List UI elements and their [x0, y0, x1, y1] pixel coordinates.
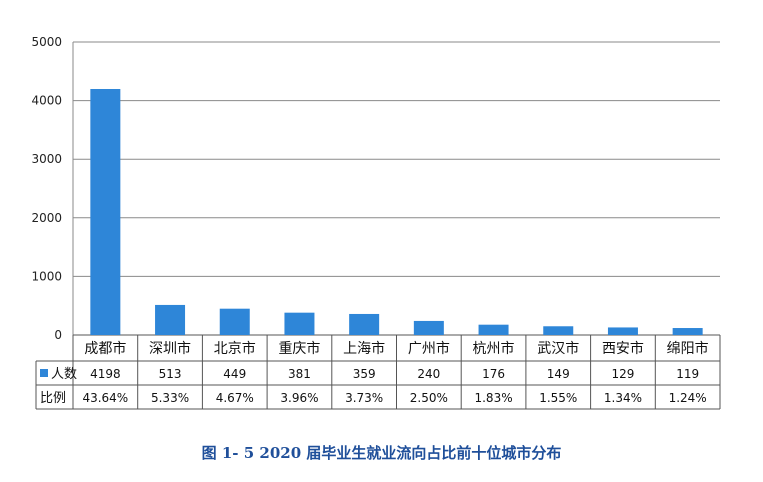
x-tick-label: 西安市	[602, 340, 644, 357]
table-row-label: 人数	[51, 367, 77, 382]
data-label: 129	[611, 367, 634, 381]
data-label: 1.55%	[539, 391, 577, 405]
bar	[478, 324, 509, 335]
bar	[349, 313, 380, 335]
x-tick-label: 上海市	[343, 340, 385, 357]
data-label: 381	[288, 367, 311, 381]
chart-svg: 0 1000 2000 3000 4000 5000 成都市 深圳市 北京市 重庆市 上海市 广州市 杭…	[31, 35, 721, 410]
y-tick-label: 0	[54, 328, 62, 342]
data-label: 3.96%	[280, 391, 318, 405]
data-label: 176	[482, 367, 505, 381]
data-label: 149	[547, 367, 570, 381]
data-label: 119	[676, 367, 699, 381]
bar	[219, 308, 250, 335]
x-tick-label: 北京市	[214, 340, 256, 357]
y-tick-label: 4000	[31, 94, 62, 108]
x-tick-label: 成都市	[84, 340, 126, 357]
y-tick-label: 5000	[31, 35, 62, 49]
bar	[413, 320, 444, 335]
data-label: 449	[223, 367, 246, 381]
data-label: 3.73%	[345, 391, 383, 405]
data-label: 2.50%	[410, 391, 448, 405]
chart-title: 图 1- 5 2020 届毕业生就业流向占比前十位城市分布	[201, 444, 562, 462]
x-tick-label: 绵阳市	[667, 340, 709, 357]
bar	[284, 312, 315, 335]
x-tick-label: 广州市	[408, 340, 450, 357]
x-tick-label: 深圳市	[149, 340, 191, 357]
data-label: 5.33%	[151, 391, 189, 405]
data-label: 43.64%	[82, 391, 128, 405]
y-tick-label: 1000	[31, 269, 62, 283]
data-label: 1.34%	[604, 391, 642, 405]
x-tick-label: 重庆市	[278, 340, 320, 357]
data-label: 513	[159, 367, 182, 381]
bar	[607, 327, 638, 335]
x-tick-label: 杭州市	[473, 340, 515, 357]
y-tick-label: 3000	[31, 152, 62, 166]
x-tick-label: 武汉市	[537, 340, 579, 357]
table-row-label: 比例	[40, 391, 66, 406]
bar	[672, 328, 703, 335]
bar	[155, 304, 186, 335]
data-label: 359	[353, 367, 376, 381]
bar	[90, 88, 121, 336]
data-label: 240	[417, 367, 440, 381]
data-label: 1.24%	[669, 391, 707, 405]
data-label: 4.67%	[216, 391, 254, 405]
legend-key	[40, 369, 48, 377]
y-tick-label: 2000	[31, 211, 62, 225]
bar	[543, 326, 574, 335]
data-label: 4198	[90, 367, 121, 381]
data-label: 1.83%	[474, 391, 512, 405]
